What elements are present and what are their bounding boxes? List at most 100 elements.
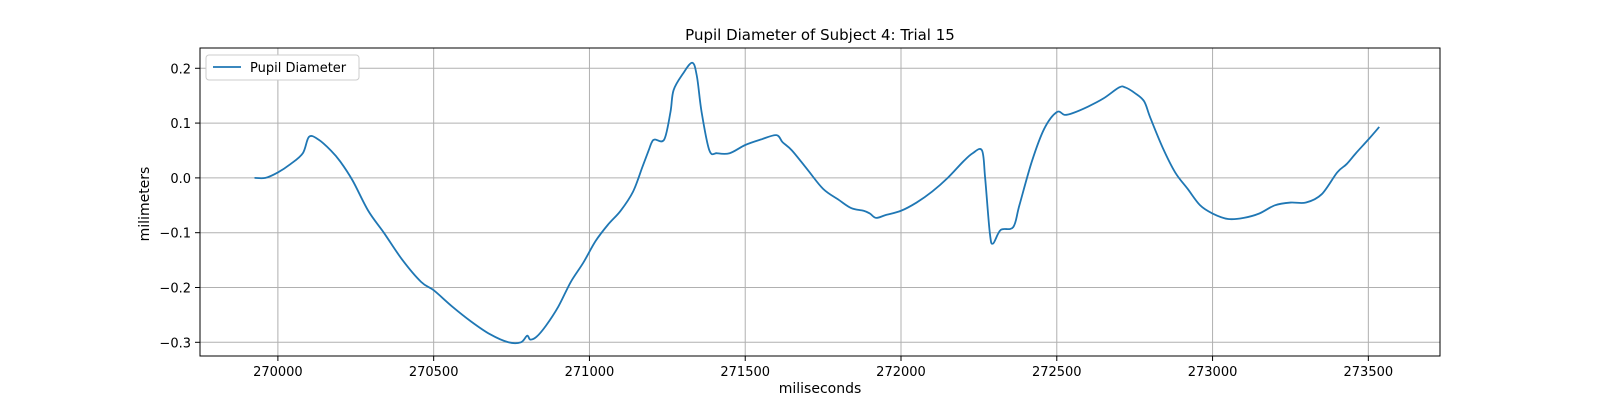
data-point [254,177,256,179]
data-point [529,339,531,341]
data-point [317,139,319,141]
data-point [716,152,718,154]
x-tick-label: 273500 [1344,365,1394,380]
data-point [507,341,509,343]
data-point [1012,226,1014,228]
data-point [884,214,886,216]
data-point [822,188,824,190]
data-point [1000,229,1002,231]
data-point [931,191,933,193]
data-point [557,306,559,308]
data-point [302,152,304,154]
data-point [607,223,609,225]
data-point [1103,97,1105,99]
data-point [1056,111,1058,113]
data-point [729,152,731,154]
data-point [673,89,675,91]
x-axis-title: miliseconds [779,381,862,397]
data-point [1336,171,1338,173]
data-point [1367,139,1369,141]
data-point [402,259,404,261]
data-point [277,171,279,173]
data-point [1018,204,1020,206]
data-point [654,139,656,141]
data-point [981,149,983,151]
y-axis: 0.2 0.1 0.0 −0.1 −0.2 −0.3 [159,62,200,351]
legend-box [205,54,360,81]
plot-area-frame [199,47,1441,357]
data-point [1174,171,1176,173]
data-point [1289,202,1291,204]
data-point [1187,188,1189,190]
data-point [489,333,491,335]
data-point [1162,147,1164,149]
data-point [339,160,341,162]
data-point [289,163,291,165]
data-point [669,111,671,113]
data-point [1321,193,1323,195]
y-tick-label: 0.2 [170,62,191,77]
x-tick-label: 271500 [720,365,770,380]
data-point [1258,213,1260,215]
data-point [1149,117,1151,119]
data-point [1087,106,1089,108]
data-point [1355,152,1357,154]
data-point [520,341,522,343]
data-point [535,336,537,338]
data-point [1124,86,1126,88]
y-tick-label: −0.1 [159,227,191,242]
data-point [947,177,949,179]
data-point [570,281,572,283]
x-tick-label: 272000 [876,365,926,380]
data-point [1305,202,1307,204]
y-tick-label: 0.0 [170,172,191,187]
data-point [1043,128,1045,130]
data-point [1199,204,1201,206]
data-point [420,281,422,283]
x-axis: 270000 270500 271000 271500 272000 272500 2730… [253,356,1393,380]
data-point [1378,126,1380,128]
data-point [962,160,964,162]
data-point [984,177,986,179]
data-point [1274,204,1276,206]
x-tick-label: 273000 [1188,365,1238,380]
data-point [433,289,435,291]
data-point [791,149,793,151]
data-point [620,210,622,212]
series-line-pupil-diameter [254,61,1380,345]
series-points [254,62,1381,344]
data-point [782,141,784,143]
y-tick-label: 0.1 [170,117,191,132]
data-point [696,75,698,77]
data-point [900,210,902,212]
data-point [651,141,653,143]
x-tick-label: 272500 [1032,365,1082,380]
data-point [582,262,584,264]
data-point [760,139,762,141]
data-point [775,134,777,136]
data-point [470,320,472,322]
data-point [451,306,453,308]
data-point [632,191,634,193]
data-point [308,136,310,138]
data-point [367,210,369,212]
data-point [526,335,528,337]
data-point [352,180,354,182]
data-point [383,232,385,234]
data-point [682,73,684,75]
data-point [838,199,840,201]
data-point [1346,163,1348,165]
data-point [989,232,991,234]
chart-title: Pupil Diameter of Subject 4: Trial 15 [685,26,955,44]
data-point [992,243,994,245]
data-point [330,149,332,151]
data-point [1243,217,1245,219]
data-point [641,166,643,168]
data-point [1064,114,1066,116]
data-point [708,149,710,151]
data-point [663,139,665,141]
x-tick-label: 271000 [565,365,615,380]
data-point [691,62,693,64]
